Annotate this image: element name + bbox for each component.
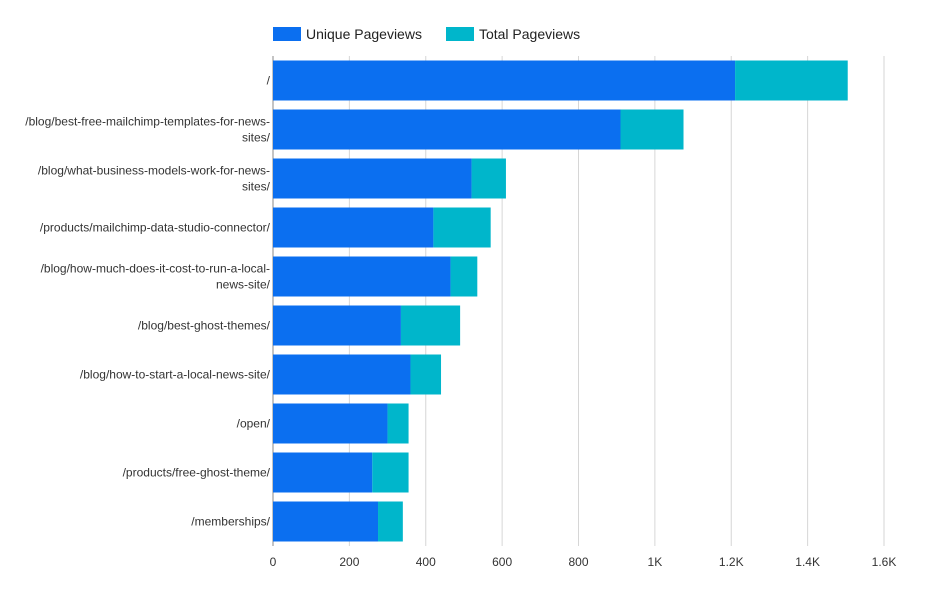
legend-swatch-unique-pageviews — [273, 27, 301, 41]
x-tick-label: 800 — [568, 555, 588, 569]
x-tick-label: 0 — [270, 555, 277, 569]
y-category-label: /memberships/ — [191, 515, 270, 529]
y-category-label: /open/ — [237, 417, 271, 431]
bar-total-pageviews-4[interactable] — [433, 207, 491, 248]
legend-item-total-pageviews[interactable]: Total Pageviews — [445, 26, 581, 42]
x-tick-label: 1.4K — [795, 555, 820, 569]
bar-total-pageviews-2[interactable] — [620, 109, 684, 150]
bar-total-pageviews-5[interactable] — [450, 256, 478, 297]
x-tick-label: 400 — [416, 555, 436, 569]
bar-unique-pageviews-1[interactable] — [273, 60, 736, 101]
x-tick-label: 1.6K — [872, 555, 897, 569]
bar-unique-pageviews-7[interactable] — [273, 354, 411, 395]
bar-total-pageviews-10[interactable] — [378, 501, 403, 542]
bar-unique-pageviews-2[interactable] — [273, 109, 621, 150]
bar-total-pageviews-6[interactable] — [400, 305, 461, 346]
y-category-label: /products/free-ghost-theme/ — [123, 466, 271, 480]
x-tick-label: 200 — [339, 555, 359, 569]
bar-unique-pageviews-4[interactable] — [273, 207, 434, 248]
bar-total-pageviews-1[interactable] — [735, 60, 848, 101]
y-category-label: /blog/what-business-models-work-for-news… — [38, 164, 270, 178]
legend-item-unique-pageviews[interactable]: Unique Pageviews — [273, 26, 422, 42]
y-category-label: /blog/how-to-start-a-local-news-site/ — [80, 368, 271, 382]
legend: Unique Pageviews Total Pageviews — [273, 26, 604, 42]
y-category-label: /blog/how-much-does-it-cost-to-run-a-loc… — [41, 262, 270, 276]
bar-total-pageviews-9[interactable] — [372, 452, 409, 493]
bar-unique-pageviews-3[interactable] — [273, 158, 472, 199]
y-category-label: sites/ — [242, 180, 271, 194]
bar-unique-pageviews-9[interactable] — [273, 452, 373, 493]
y-category-label: /products/mailchimp-data-studio-connecto… — [40, 221, 271, 235]
y-category-label: news-site/ — [216, 278, 271, 292]
y-category-label: sites/ — [242, 131, 271, 145]
bar-unique-pageviews-5[interactable] — [273, 256, 451, 297]
y-category-label: /blog/best-free-mailchimp-templates-for-… — [25, 115, 270, 129]
bar-unique-pageviews-6[interactable] — [273, 305, 401, 346]
legend-label-unique-pageviews: Unique Pageviews — [306, 26, 422, 42]
bar-total-pageviews-8[interactable] — [387, 403, 409, 444]
bar-unique-pageviews-10[interactable] — [273, 501, 379, 542]
x-tick-label: 1.2K — [719, 555, 744, 569]
bar-total-pageviews-3[interactable] — [471, 158, 506, 199]
bar-total-pageviews-7[interactable] — [410, 354, 442, 395]
x-tick-label: 600 — [492, 555, 512, 569]
bar-unique-pageviews-8[interactable] — [273, 403, 388, 444]
legend-swatch-total-pageviews — [445, 27, 474, 41]
x-tick-label: 1K — [648, 555, 663, 569]
legend-label-total-pageviews: Total Pageviews — [478, 26, 581, 42]
y-category-label: /blog/best-ghost-themes/ — [138, 319, 271, 333]
y-category-label: / — [267, 74, 271, 88]
